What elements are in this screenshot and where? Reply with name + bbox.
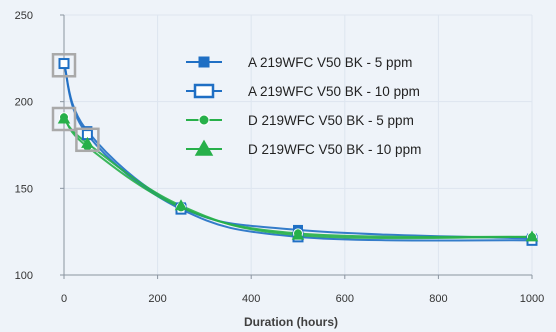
- y-tick-label: 150: [15, 183, 33, 195]
- y-tick-label: 100: [15, 270, 33, 282]
- legend-marker: [193, 83, 215, 99]
- highlight-box: [51, 106, 77, 132]
- data-point: [525, 230, 539, 242]
- series-4: [63, 118, 533, 240]
- legend-label: A 219WFC V50 BK - 10 ppm: [248, 84, 420, 99]
- data-point: [57, 112, 71, 124]
- legend-item-4: D 219WFC V50 BK - 10 ppm: [186, 139, 421, 157]
- legend-item-1: A 219WFC V50 BK - 5 ppm: [186, 55, 412, 70]
- legend-item-2: A 219WFC V50 BK - 10 ppm: [186, 83, 420, 99]
- legend-label: D 219WFC V50 BK - 5 ppm: [248, 113, 414, 128]
- data-point: [81, 136, 94, 148]
- grid: [64, 14, 533, 275]
- legend: A 219WFC V50 BK - 5 ppm A 219WFC V50 BK -…: [186, 55, 421, 157]
- data-point: [291, 228, 305, 240]
- series-line: [63, 118, 533, 240]
- x-tick-label: 400: [242, 293, 260, 305]
- legend-label: A 219WFC V50 BK - 5 ppm: [248, 55, 412, 70]
- x-axis-title: Duration (hours): [244, 315, 338, 329]
- highlight-box: [51, 53, 77, 78]
- data-point: [174, 199, 188, 211]
- x-tick-label: 200: [148, 293, 166, 305]
- legend-label: D 219WFC V50 BK - 10 ppm: [248, 142, 421, 157]
- legend-marker: [198, 56, 210, 68]
- highlight-box: [75, 127, 100, 153]
- series-group: [57, 58, 539, 246]
- x-tick-label: 1000: [520, 293, 544, 305]
- data-point: [58, 58, 70, 70]
- y-tick-label: 200: [15, 97, 33, 109]
- legend-marker: [198, 114, 210, 126]
- legend-marker: [194, 139, 214, 156]
- axes: 0 200 400 600 800 1000 100 150 200 250: [15, 10, 545, 305]
- series-4-markers: [57, 112, 539, 242]
- x-tick-label: 600: [336, 293, 354, 305]
- x-tick-label: 0: [61, 293, 67, 305]
- x-tick-label: 800: [429, 293, 447, 305]
- highlight-boxes: [51, 53, 100, 153]
- y-tick-label: 250: [15, 10, 33, 22]
- legend-item-3: D 219WFC V50 BK - 5 ppm: [186, 113, 414, 128]
